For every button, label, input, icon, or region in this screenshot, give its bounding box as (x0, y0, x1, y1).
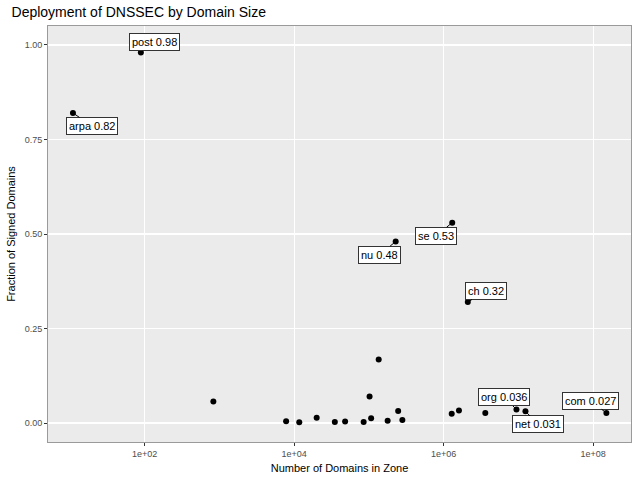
svg-text:Deployment of DNSSEC by Domain: Deployment of DNSSEC by Domain Size (12, 4, 267, 20)
svg-text:net 0.031: net 0.031 (515, 418, 561, 430)
svg-text:Number of Domains in Zone: Number of Domains in Zone (271, 462, 409, 474)
svg-text:arpa 0.82: arpa 0.82 (69, 120, 115, 132)
svg-text:se 0.53: se 0.53 (418, 230, 454, 242)
svg-text:0.50: 0.50 (25, 229, 43, 239)
svg-text:1e+02: 1e+02 (132, 449, 157, 459)
svg-text:1e+04: 1e+04 (282, 449, 307, 459)
svg-text:0.75: 0.75 (25, 135, 43, 145)
svg-text:1.00: 1.00 (25, 40, 43, 50)
svg-text:post 0.98: post 0.98 (132, 36, 177, 48)
svg-text:org 0.036: org 0.036 (481, 391, 527, 403)
svg-text:ch 0.32: ch 0.32 (468, 285, 504, 297)
svg-text:Fraction of Signed Domains: Fraction of Signed Domains (5, 166, 17, 302)
svg-text:0.25: 0.25 (25, 324, 43, 334)
svg-text:1e+06: 1e+06 (431, 449, 456, 459)
svg-text:com 0.027: com 0.027 (565, 395, 616, 407)
svg-text:0.00: 0.00 (25, 418, 43, 428)
svg-text:1e+08: 1e+08 (581, 449, 606, 459)
svg-text:nu 0.48: nu 0.48 (361, 249, 398, 261)
